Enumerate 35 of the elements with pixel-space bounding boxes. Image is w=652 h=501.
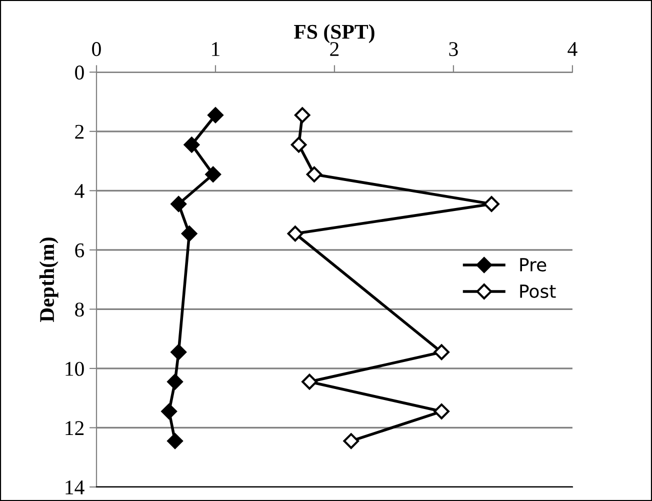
x-axis-title: FS (SPT) xyxy=(294,24,374,44)
point xyxy=(343,433,360,449)
y-tick-label: 6 xyxy=(75,243,84,258)
x-tick-label: 0 xyxy=(92,42,101,56)
point xyxy=(208,107,224,124)
x-tick-label: 1 xyxy=(212,42,220,56)
point xyxy=(287,226,304,242)
x-tick-label: 3 xyxy=(449,42,458,56)
point xyxy=(484,196,500,212)
point xyxy=(161,403,177,420)
point xyxy=(294,107,310,124)
point xyxy=(434,403,450,420)
point xyxy=(434,344,450,360)
point xyxy=(184,136,200,153)
y-tick-label: 2 xyxy=(75,124,84,139)
y-tick-label: 12 xyxy=(66,421,84,435)
point xyxy=(306,166,322,182)
point xyxy=(170,196,187,212)
y-tick-label: 0 xyxy=(75,66,84,80)
legend-label: Post xyxy=(520,284,556,298)
x-tick-label: 4 xyxy=(568,42,578,56)
y-tick-label: 4 xyxy=(74,184,84,198)
point xyxy=(181,226,198,242)
point xyxy=(205,166,222,182)
legend-label: Pre xyxy=(520,258,546,272)
point xyxy=(167,433,183,449)
point xyxy=(302,374,318,390)
x-tick-label: 2 xyxy=(330,42,339,56)
y-tick-label: 14 xyxy=(66,480,84,494)
point xyxy=(167,374,183,390)
point xyxy=(290,136,307,153)
point xyxy=(170,344,187,360)
y-axis-title: Depth(m) xyxy=(39,238,58,322)
y-tick-label: 10 xyxy=(66,362,84,376)
y-tick-label: 8 xyxy=(75,302,84,317)
